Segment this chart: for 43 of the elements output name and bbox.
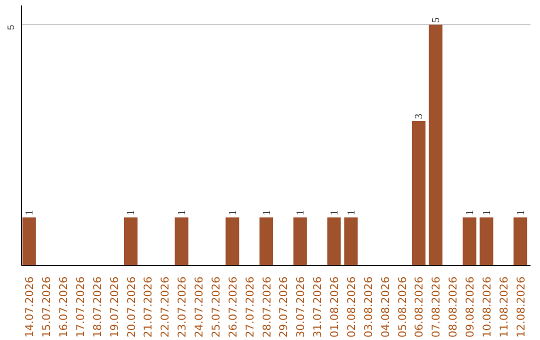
data-label: 1 xyxy=(24,210,36,216)
x-tick-label: 25.07.2026 xyxy=(209,276,222,338)
x-tick-label: 30.07.2026 xyxy=(294,276,308,338)
x-tick-label: 18.07.2026 xyxy=(90,276,104,338)
x-tick-label: 08.08.2026 xyxy=(446,276,460,338)
x-tick-label: 01.08.2026 xyxy=(328,276,342,338)
x-tick-label: 19.07.2026 xyxy=(108,276,121,338)
data-label: 5 xyxy=(431,17,442,23)
x-tick-label: 23.07.2026 xyxy=(176,276,189,338)
data-label: 1 xyxy=(465,210,476,216)
data-label: 3 xyxy=(414,114,426,120)
x-tick-label: 16.07.2026 xyxy=(57,276,70,338)
x-tick-label: 10.08.2026 xyxy=(480,276,494,338)
x-tick-label: 27.07.2026 xyxy=(243,276,256,338)
x-tick-label: 17.07.2026 xyxy=(74,276,87,338)
x-tick-label: 31.07.2026 xyxy=(311,276,324,338)
x-tick-label: 04.08.2026 xyxy=(378,276,392,338)
x-tick-label: 20.07.2026 xyxy=(124,276,138,338)
x-tick-label: 21.07.2026 xyxy=(142,276,155,338)
x-tick-label: 15.07.2026 xyxy=(40,276,54,338)
data-label: 1 xyxy=(346,210,358,216)
x-tick-label: 09.08.2026 xyxy=(464,276,477,338)
x-tick-label: 05.08.2026 xyxy=(396,276,409,338)
x-tick-label: 11.08.2026 xyxy=(497,276,510,338)
x-tick-label: 24.07.2026 xyxy=(192,276,206,338)
x-tick-label: 22.07.2026 xyxy=(158,276,172,338)
data-label: 1 xyxy=(330,210,341,216)
x-tick-label: 28.07.2026 xyxy=(260,276,274,338)
data-label: 1 xyxy=(296,210,307,216)
data-label: 1 xyxy=(126,210,138,216)
x-tick-label: 29.07.2026 xyxy=(277,276,290,338)
x-tick-label: 06.08.2026 xyxy=(412,276,426,338)
x-tick-label: 03.08.2026 xyxy=(362,276,375,338)
data-label: 1 xyxy=(177,210,188,216)
x-tick-label: 02.08.2026 xyxy=(344,276,358,338)
data-label: 1 xyxy=(228,210,239,216)
data-label: 1 xyxy=(516,210,527,216)
data-label: 1 xyxy=(262,210,273,216)
data-label: 1 xyxy=(482,210,493,216)
x-tick-label: 14.07.2026 xyxy=(23,276,36,338)
x-tick-label: 07.08.2026 xyxy=(430,276,443,338)
x-tick-label: 12.08.2026 xyxy=(514,276,528,338)
x-tick-label: 26.07.2026 xyxy=(226,276,240,338)
